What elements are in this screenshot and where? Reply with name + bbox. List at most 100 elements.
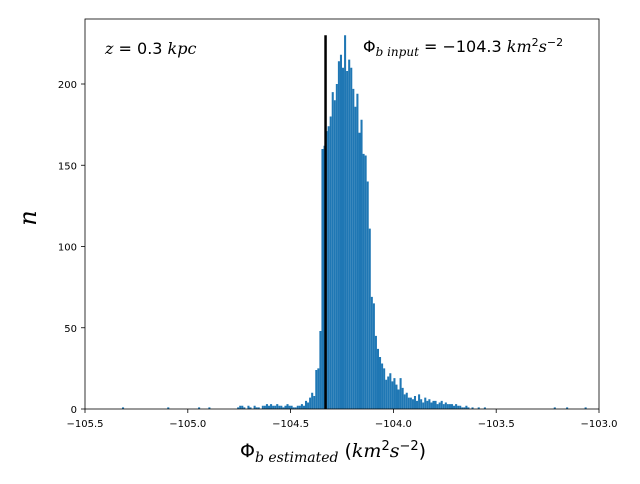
histogram-bar — [459, 405, 462, 409]
histogram-bar — [282, 407, 285, 409]
x-tick-label: −104.0 — [375, 419, 412, 430]
histogram-bar — [553, 407, 556, 409]
histogram-bar — [167, 407, 170, 409]
x-tick-label: −103.5 — [478, 419, 515, 430]
histogram-bar — [465, 405, 468, 409]
histogram-bar — [265, 404, 268, 409]
histogram-bar — [376, 348, 380, 409]
histogram-bar — [274, 405, 277, 409]
histogram-bar — [337, 61, 340, 409]
histogram-bar — [372, 303, 375, 409]
x-tick-label: −104.5 — [272, 419, 309, 430]
histogram-bar — [420, 399, 423, 409]
histogram-bar — [358, 132, 361, 409]
histogram-bar — [395, 384, 398, 409]
histogram-bar — [430, 402, 433, 409]
histogram-bar — [278, 405, 281, 409]
histogram-bar — [335, 84, 338, 409]
histogram-bar — [342, 67, 345, 409]
histogram-bar — [237, 407, 240, 409]
histogram-bar — [463, 407, 466, 409]
histogram-bar — [370, 296, 373, 409]
histogram-bar — [450, 404, 454, 409]
histogram-bar — [467, 407, 470, 409]
histogram-bar — [339, 54, 342, 409]
histogram-bar — [584, 407, 587, 409]
plot-frame — [84, 18, 600, 410]
x-tick-label: −105.0 — [169, 419, 206, 430]
histogram-bar — [381, 363, 384, 409]
histogram-bar — [333, 100, 336, 409]
histogram-bar — [448, 404, 451, 409]
histogram-bar — [379, 357, 382, 409]
histogram-bar — [360, 119, 363, 409]
histogram-bar — [477, 407, 480, 409]
histogram-bar — [313, 396, 316, 409]
histogram-bar — [416, 400, 419, 409]
histogram-bar — [426, 400, 429, 409]
histogram-bar — [327, 126, 330, 409]
x-tick-label: −103.0 — [580, 419, 617, 430]
histogram-bar — [434, 400, 437, 409]
histogram-bar — [243, 407, 246, 409]
histogram-bar — [296, 405, 299, 409]
histogram-bar — [304, 400, 308, 409]
histogram-bar — [241, 405, 244, 409]
histogram-bar — [294, 407, 297, 409]
histogram-bar — [247, 405, 250, 409]
histogram-bar — [428, 399, 431, 409]
histogram-bar — [286, 404, 289, 409]
histogram-bar — [272, 405, 275, 409]
histogram-bar — [356, 93, 359, 409]
histogram-bar — [321, 149, 324, 409]
histogram-bar — [292, 407, 295, 409]
y-tick-label: 50 — [64, 324, 77, 335]
histogram-bar — [253, 405, 256, 409]
histogram-bar — [409, 397, 412, 409]
histogram-bar — [267, 405, 271, 409]
histogram-bar — [346, 71, 349, 409]
histogram-bar — [307, 402, 310, 409]
histogram-bar — [208, 407, 211, 409]
histogram-bar — [405, 392, 408, 409]
y-axis-ticks: 0 50 100 150 200 — [58, 80, 85, 416]
histogram-bar — [329, 116, 332, 409]
histogram-bar — [418, 394, 421, 409]
histogram-bar — [366, 181, 369, 409]
histogram-bar — [461, 407, 464, 409]
histogram-bar — [391, 381, 394, 409]
histogram-bar — [438, 402, 441, 409]
histogram-bar — [446, 404, 449, 409]
histogram-bar — [362, 153, 365, 409]
histogram-bar — [311, 392, 314, 409]
histogram-bar — [255, 407, 258, 409]
histogram-bar — [261, 405, 264, 409]
histogram-bar — [198, 407, 201, 409]
histogram-bar — [389, 373, 392, 409]
histogram-bar — [566, 407, 569, 409]
histogram-bar — [397, 389, 400, 409]
histogram-bar — [270, 404, 273, 409]
histogram-bar — [354, 106, 357, 409]
histogram-bar — [387, 376, 390, 409]
x-axis-ticks: −105.5 −105.0 −104.5 −104.0 −103.5 −103.0 — [66, 409, 618, 430]
histogram-bar — [239, 405, 242, 409]
histogram-bar — [319, 331, 322, 409]
y-tick-label: 200 — [58, 80, 77, 91]
histogram-bar — [442, 404, 445, 409]
y-tick-label: 100 — [58, 243, 77, 254]
x-axis-label: Φb estimated (km2s−2) — [240, 439, 426, 466]
histogram-bar — [276, 404, 279, 409]
histogram-bar — [309, 397, 312, 409]
histogram-bars — [122, 35, 587, 409]
histogram-bar — [385, 379, 388, 409]
histogram-bar — [344, 35, 347, 409]
histogram-bar — [444, 402, 447, 409]
histogram-bar — [483, 407, 486, 409]
x-tick-label: −105.5 — [66, 419, 103, 430]
histogram-bar — [432, 400, 435, 409]
histogram-bar — [407, 397, 410, 409]
histogram-bar — [440, 400, 443, 409]
